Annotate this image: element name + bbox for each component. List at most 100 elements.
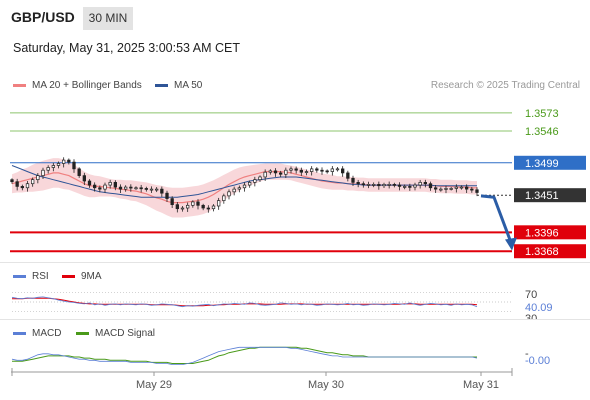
candle-body [36,175,40,181]
candle-body [175,204,179,210]
candle-body [217,200,221,207]
pane-separator-rsi [0,262,590,263]
level-label-pivot: 1.3499 [525,158,559,170]
candle-body [268,170,272,173]
last-price-tag [514,188,586,203]
candle-body [248,182,252,186]
candle-body [263,171,267,178]
candle-body [149,188,154,191]
candle-body [67,159,71,163]
rsi-level-label: 30 [525,313,537,325]
legend-ma20-swatch [13,83,26,87]
forecast-arrow [480,194,513,244]
candle-body [273,170,278,174]
candle-body [232,188,236,193]
candle-body [392,184,396,186]
candle-body [258,176,262,181]
level-tag-support [514,244,586,259]
candle-body [356,182,360,185]
candle-body [428,183,433,189]
level-label-support: 1.3368 [525,246,559,258]
candle-body [201,204,205,209]
macd-level-label: - [525,348,529,360]
candle-body [325,170,329,173]
candle-body [206,207,210,210]
candle-body [56,163,61,166]
candle-body [470,188,474,191]
candle-body [372,184,376,186]
legend-macd-signal: MACD Signal [76,328,155,339]
candle-body [449,188,453,190]
candle-body [434,187,438,190]
level-tag-support [514,225,586,240]
candle-body [180,207,185,210]
candle-body [330,168,334,172]
legend-rsi-ma-label: 9MA [81,271,102,282]
legend-rsi-label: RSI [32,271,49,282]
candle-body [129,186,133,189]
candle-body [211,205,216,210]
candle-body [403,186,407,188]
candle-body [310,168,314,172]
candle-body [454,186,458,189]
candle-body [72,161,76,170]
level-label-resistance: 1.3546 [525,126,559,138]
candle-body [46,167,50,171]
candle-body [294,168,298,171]
symbol-title: GBP/USD [11,9,75,25]
level-tag-pivot [514,155,586,170]
candle-body [191,201,195,206]
candle-body [444,188,448,190]
candle-body [341,168,345,174]
candle-body [51,165,55,168]
candle-body [351,177,355,183]
forecast-arrow-head [505,237,517,251]
legend-rsi-ma: 9MA [62,271,102,282]
last-price-label: 1.3451 [525,190,559,202]
candle-body [196,201,200,206]
candle-body [413,184,417,188]
candle-body [475,189,479,193]
candle-body [82,175,86,182]
candle-body [423,182,427,185]
legend-rsi-ma-swatch [62,274,75,278]
candle-body [160,188,164,194]
candle-body [320,169,324,172]
candle-body [98,187,102,190]
candle-body [25,183,30,189]
candle-body [62,159,66,164]
candle-body [299,169,303,173]
rsi-line [11,296,478,308]
macd-value-label: -0.00 [525,355,550,367]
macd-line [11,346,478,365]
candle-body [253,179,257,183]
candle-body [304,171,309,173]
candle-body [289,168,293,171]
rsi-level-label: 70 [525,289,537,301]
candle-body [139,187,143,190]
candle-body [382,184,386,187]
x-tick-label: May 31 [463,379,499,391]
level-label-resistance: 1.3573 [525,108,559,120]
candle-body [284,169,288,175]
x-tick-label: May 30 [308,379,344,391]
chart-credit: Research © 2025 Trading Central [430,80,580,91]
candle-body [186,204,190,209]
legend-macd-swatch [13,331,26,335]
candle-body [31,179,35,185]
candle-body [170,198,174,205]
candle-body [93,184,97,189]
candle-body [20,186,24,189]
timeframe-button[interactable]: 30 MIN [83,7,133,30]
rsi-level-label: 40.09 [525,302,553,314]
candle-body [439,188,443,191]
level-label-support: 1.3396 [525,227,559,239]
candle-body [377,184,381,187]
legend-ma20-label: MA 20 + Bollinger Bands [32,80,142,91]
candle-body [10,179,14,183]
legend-rsi: RSI [13,271,49,282]
candle-body [237,187,241,190]
candle-body [222,195,226,201]
candle-body [124,186,128,190]
